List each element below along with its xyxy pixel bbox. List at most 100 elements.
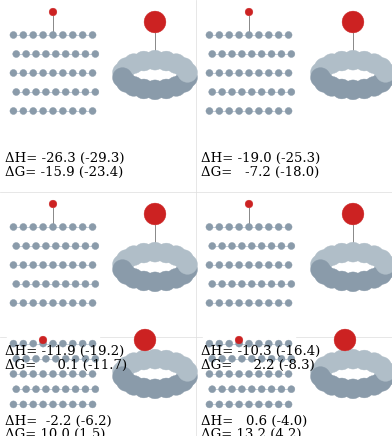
Circle shape: [278, 242, 285, 249]
Circle shape: [72, 51, 79, 58]
Circle shape: [342, 11, 364, 33]
Circle shape: [156, 271, 176, 291]
Circle shape: [265, 108, 272, 115]
Circle shape: [40, 262, 47, 269]
Circle shape: [245, 8, 253, 16]
Circle shape: [226, 108, 233, 115]
Circle shape: [174, 357, 194, 376]
Circle shape: [332, 51, 352, 71]
Circle shape: [332, 243, 352, 263]
Bar: [7, 215, 99, 315]
Circle shape: [248, 51, 255, 58]
Circle shape: [206, 108, 213, 115]
Circle shape: [178, 361, 198, 382]
Circle shape: [248, 355, 255, 362]
Circle shape: [265, 300, 272, 307]
Circle shape: [278, 280, 285, 287]
Circle shape: [23, 242, 30, 249]
Circle shape: [30, 300, 37, 307]
Circle shape: [116, 250, 136, 269]
Circle shape: [42, 89, 49, 95]
Circle shape: [314, 357, 334, 376]
Circle shape: [342, 203, 364, 225]
Text: ΔG= 13.2 (4.2): ΔG= 13.2 (4.2): [201, 428, 301, 436]
Circle shape: [69, 262, 76, 269]
Circle shape: [79, 401, 86, 408]
Circle shape: [265, 401, 272, 408]
Circle shape: [62, 355, 69, 362]
Circle shape: [156, 378, 176, 398]
Circle shape: [79, 224, 86, 231]
Circle shape: [82, 51, 89, 58]
Circle shape: [60, 401, 66, 408]
Circle shape: [42, 386, 49, 393]
Circle shape: [116, 357, 136, 376]
Circle shape: [72, 242, 79, 249]
Circle shape: [134, 271, 154, 291]
Circle shape: [145, 80, 165, 100]
Circle shape: [49, 8, 57, 16]
Circle shape: [275, 108, 282, 115]
Circle shape: [364, 353, 384, 372]
Circle shape: [10, 69, 17, 76]
Circle shape: [69, 69, 76, 76]
Circle shape: [288, 242, 295, 249]
Circle shape: [174, 72, 194, 92]
Circle shape: [285, 340, 292, 347]
Text: ΔH=  -2.2 (-6.2): ΔH= -2.2 (-6.2): [5, 415, 112, 428]
Circle shape: [278, 386, 285, 393]
Circle shape: [219, 386, 226, 393]
Circle shape: [79, 108, 86, 115]
Circle shape: [10, 108, 17, 115]
Circle shape: [219, 355, 226, 362]
Circle shape: [354, 79, 374, 99]
Circle shape: [209, 355, 216, 362]
Circle shape: [343, 50, 363, 70]
Circle shape: [166, 269, 186, 288]
Circle shape: [229, 51, 236, 58]
Circle shape: [79, 262, 86, 269]
Circle shape: [69, 31, 76, 38]
Circle shape: [49, 371, 56, 378]
Circle shape: [209, 89, 216, 95]
Circle shape: [236, 401, 243, 408]
Circle shape: [376, 68, 392, 88]
Circle shape: [245, 69, 252, 76]
Circle shape: [310, 367, 330, 386]
Circle shape: [238, 51, 245, 58]
Circle shape: [226, 224, 233, 231]
Circle shape: [288, 51, 295, 58]
Circle shape: [256, 300, 262, 307]
Circle shape: [206, 340, 213, 347]
Circle shape: [268, 51, 275, 58]
Circle shape: [82, 386, 89, 393]
Bar: [7, 23, 99, 123]
Circle shape: [343, 272, 363, 292]
Circle shape: [275, 224, 282, 231]
Circle shape: [72, 89, 79, 95]
Circle shape: [343, 80, 363, 100]
Circle shape: [206, 300, 213, 307]
Text: ΔH= -19.0 (-25.3): ΔH= -19.0 (-25.3): [201, 152, 320, 165]
Circle shape: [343, 349, 363, 369]
Circle shape: [40, 300, 47, 307]
Bar: [7, 334, 99, 414]
Circle shape: [10, 262, 17, 269]
Circle shape: [89, 300, 96, 307]
Circle shape: [275, 69, 282, 76]
Circle shape: [60, 69, 66, 76]
Circle shape: [275, 401, 282, 408]
Circle shape: [89, 340, 96, 347]
Circle shape: [235, 336, 243, 344]
Circle shape: [60, 371, 66, 378]
Circle shape: [275, 371, 282, 378]
Circle shape: [72, 386, 79, 393]
Text: ΔG=     0.1 (-11.7): ΔG= 0.1 (-11.7): [5, 359, 127, 372]
Circle shape: [10, 224, 17, 231]
Circle shape: [113, 361, 132, 382]
Text: ΔG=     2.2 (-8.3): ΔG= 2.2 (-8.3): [201, 359, 315, 372]
Circle shape: [265, 31, 272, 38]
Circle shape: [49, 401, 56, 408]
Circle shape: [52, 89, 59, 95]
Circle shape: [216, 224, 223, 231]
